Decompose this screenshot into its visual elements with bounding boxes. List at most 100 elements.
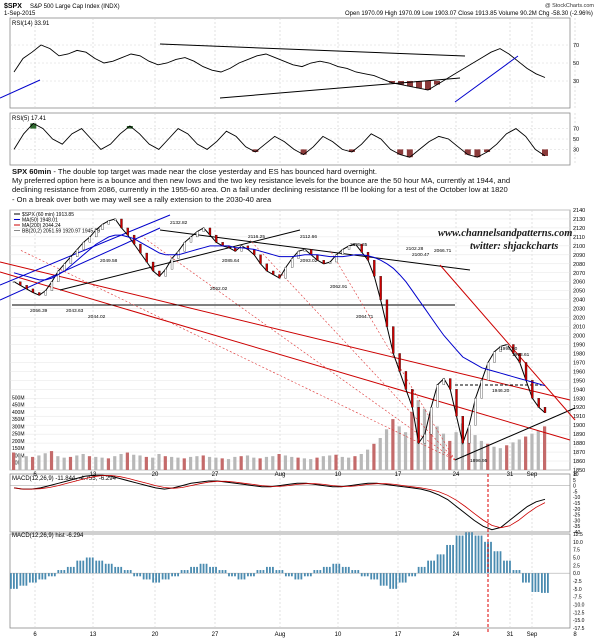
hist-bar [401,573,404,583]
price-candle [411,389,414,408]
price-candle [88,236,92,243]
hist-bar [171,573,173,577]
hist-bar [13,573,15,589]
hist-bar [433,560,436,574]
hist-bar [335,563,338,574]
index-name: S&P 500 Large Cap Index (INDX) [30,4,120,10]
hist-bar [392,573,395,589]
hist-bar [376,573,379,580]
price-tick-label: 2100 [573,244,585,250]
volume-bar [366,449,370,470]
volume-bar [473,435,477,470]
price-candle [221,242,224,247]
panel-frames [9,17,576,629]
hist-bar [31,573,34,583]
hist-bar [278,570,281,574]
volume-bar [12,452,16,470]
price-candle [486,362,490,381]
price-tick-label: 2070 [573,271,585,277]
rsi5-oversold-fill [348,149,355,152]
hist-bar [47,573,50,577]
hist-tick-label: 12.5 [573,532,583,538]
hist-bar [16,573,18,589]
hist-bar [69,566,72,574]
hist-bar [499,551,502,574]
volume-bar [391,419,395,470]
hist-bar [228,573,230,577]
hist-bar [411,573,414,577]
hist-bar [79,560,82,574]
price-tick-label: 1860 [573,459,585,465]
hist-bar [373,573,376,580]
price-tick-label: 1930 [573,396,585,402]
hist-bar [471,532,473,574]
rsi-trend-line [159,43,466,57]
volume-bar [207,456,212,470]
volume-bar [372,443,376,470]
hist-bar [512,570,515,574]
x-tick-label: 10 [335,472,342,478]
hist-bar [404,573,407,583]
price-candle [430,407,433,435]
volume-bar [498,448,502,470]
volume-bar [328,455,332,470]
hist-bar [253,573,255,577]
price-candle [436,384,439,408]
rsi5-oversold-fill [252,149,259,152]
axis-labels: 66131320202727AugAug1010171724243131SepS… [12,43,585,638]
price-candle [253,249,256,255]
price-candle [120,218,123,229]
price-candle [347,245,351,250]
volume-bar [524,436,528,470]
legend-entry: MA(50) 1948.01 [22,218,58,224]
hist-bar [167,573,170,580]
rsi5-overbought-fill [30,123,37,129]
hist-bar [487,541,489,574]
hist-bar [82,560,85,574]
hist-bar [104,563,107,574]
hist-bar [28,573,31,583]
volume-bar [30,456,35,470]
macd-tick-label: 0 [573,484,576,490]
support-line [0,214,171,286]
x-tick-label: 20 [152,632,159,638]
hist-bar [110,563,113,574]
volume-bar [403,432,408,470]
volume-bar [125,452,129,470]
volume-bar [397,426,401,470]
price-level-label: 2132.82 [170,220,188,226]
hist-bar [256,570,259,574]
price-tick-label: 1950 [573,378,585,384]
price-candle [113,218,117,221]
hist-bar [25,573,28,586]
hist-bar [50,573,53,577]
hist-bar [63,570,66,574]
hist-bar [247,573,249,577]
hist-bar [303,573,306,577]
price-candle [493,351,496,363]
volume-bar [536,430,540,470]
hist-bar [180,570,183,574]
price-candle [474,398,477,426]
hist-tick-label: -7.5 [573,595,582,601]
hist-bar [114,566,117,574]
macd-tick-label: 10 [573,472,579,478]
volume-bar [448,440,452,470]
annotation-line1: - The double top target was made near th… [51,167,378,176]
price-candle [31,288,35,293]
volume-bar [151,457,155,470]
hist-bar [525,573,527,583]
hist-bar [145,573,148,580]
hist-bar [414,573,417,577]
price-candle [322,260,325,264]
volume-bar [87,456,92,470]
hist-bar [518,570,521,574]
volume-bar [182,458,186,470]
price-candle [404,371,408,390]
price-candle [480,380,483,399]
volume-bar [220,458,224,470]
volume-bar [233,456,237,470]
macd-tick-label: -40 [573,530,580,536]
hist-bar [366,573,369,577]
